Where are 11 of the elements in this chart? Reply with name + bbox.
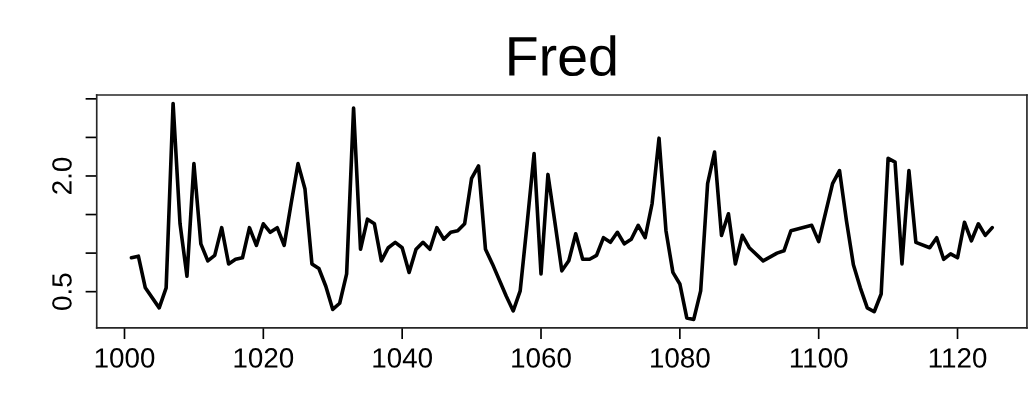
x-tick-label: 1000 <box>95 348 155 368</box>
x-tick-label: 1020 <box>234 348 294 368</box>
x-tick-label: 1100 <box>790 348 848 368</box>
x-tick-label: 1120 <box>929 348 987 368</box>
x-tick-label: 1040 <box>373 348 432 368</box>
y-tick-label: 0.5 <box>52 273 72 310</box>
x-tick-label: 1080 <box>651 348 710 368</box>
line-series <box>129 101 995 322</box>
x-tick-label: 1060 <box>512 348 571 368</box>
chart-title: Fred <box>509 35 616 77</box>
y-tick-label: 2.0 <box>52 157 72 194</box>
